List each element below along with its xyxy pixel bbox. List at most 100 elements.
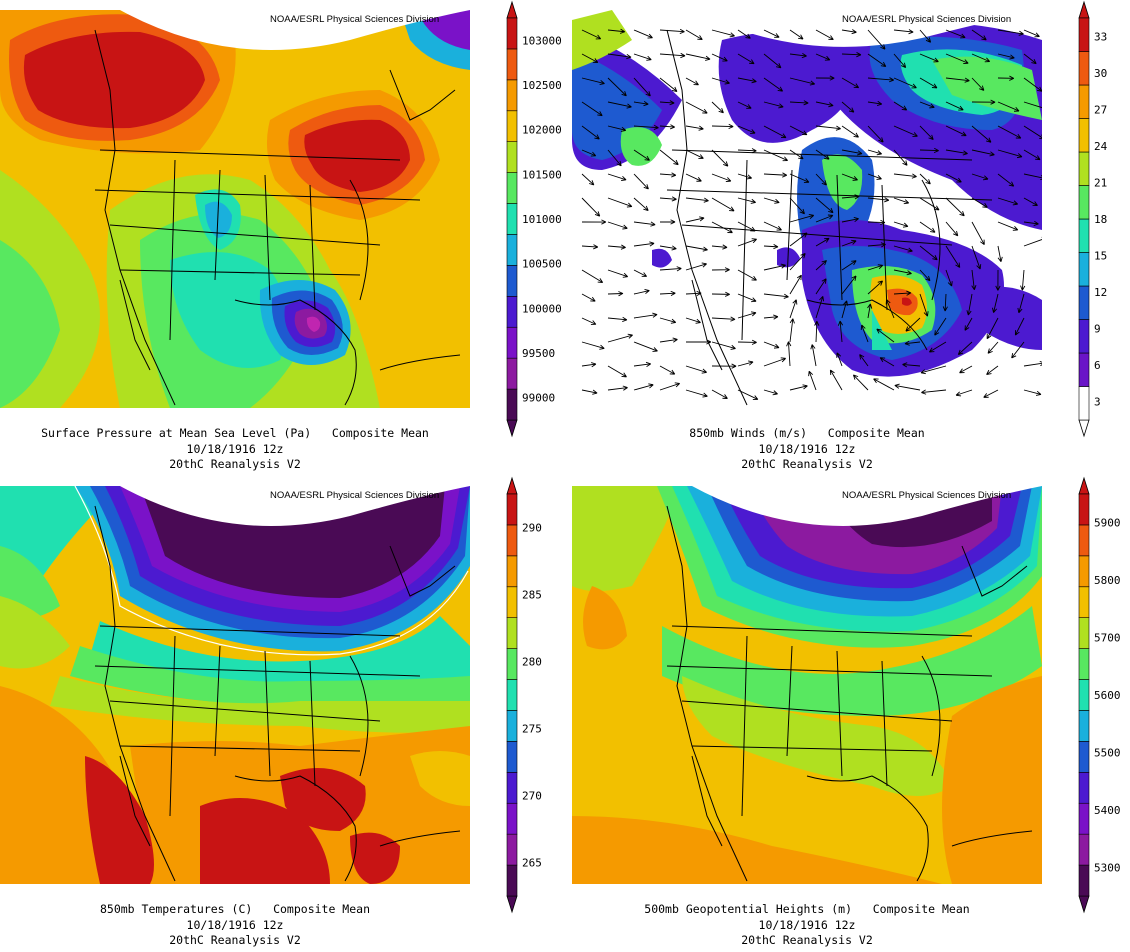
- wind-vector: [867, 125, 884, 143]
- wind-vector: [815, 29, 834, 41]
- wind-vector: [789, 29, 804, 40]
- wind-vector: [737, 197, 756, 204]
- wind-vector: [789, 299, 798, 319]
- wind-vector: [997, 75, 1015, 81]
- wind-vector: [763, 101, 784, 109]
- wind-vector: [919, 245, 938, 261]
- z500-map: [572, 486, 1042, 884]
- t850-colorbar-swatch: [506, 864, 518, 897]
- wind-vector: [737, 29, 751, 39]
- wind-vector: [685, 101, 708, 114]
- wind-vector: [737, 389, 759, 400]
- wind-vector: [1023, 125, 1042, 140]
- wind-vector: [659, 382, 681, 391]
- wind-vector: [607, 125, 627, 132]
- wind-vector: [633, 269, 648, 277]
- t850-colorbar-swatch: [506, 802, 518, 835]
- wind-vector: [763, 53, 782, 69]
- wind-vector: [959, 365, 973, 374]
- wind-vector: [945, 197, 965, 217]
- z500-colorbar-swatch: [1078, 741, 1090, 773]
- wind-vector: [1023, 389, 1042, 396]
- t850-colorbar-swatch: [506, 524, 518, 557]
- slp-colorbar-swatch: [506, 326, 518, 359]
- wind-vector: [902, 362, 921, 368]
- wind-vector: [763, 389, 778, 396]
- wind-vector: [737, 53, 755, 65]
- z500-colorbar-max-arrow: [1078, 476, 1090, 495]
- z500-colorbar-tick-label: 5900: [1094, 517, 1121, 530]
- wind-vector: [919, 125, 934, 141]
- wind-vector: [867, 242, 886, 248]
- wind-vector: [763, 293, 789, 299]
- wind-vector: [659, 245, 677, 251]
- t850-colorbar-tick-label: 270: [522, 790, 542, 803]
- wind-vector: [841, 300, 849, 319]
- slp-colorbar-swatch: [506, 203, 518, 235]
- wind-vector: [893, 197, 910, 205]
- wind-vector: [815, 173, 827, 186]
- wind-vector: [711, 341, 736, 350]
- wind-vector: [659, 290, 676, 296]
- wind-vector: [971, 125, 992, 143]
- wind-vector: [711, 291, 730, 297]
- wind-colorbar-swatch: [1078, 185, 1090, 220]
- t850-colorbar-swatch: [506, 493, 518, 526]
- t850-colorbar-swatch: [506, 772, 518, 804]
- z500-date: 10/18/1916 12z: [758, 917, 856, 932]
- wind-colorbar-tick-label: 6: [1094, 359, 1101, 372]
- wind-vector: [1023, 173, 1042, 181]
- wind-vector: [633, 221, 656, 227]
- slp-colorbar-tick-label: 100500: [522, 258, 562, 271]
- wind-vector: [737, 269, 757, 281]
- wind-vector: [808, 370, 817, 391]
- wind-vector: [814, 320, 820, 343]
- wind-title: 850mb Winds (m/s) Composite Mean: [689, 426, 925, 440]
- t850-colorbar-swatch: [506, 648, 518, 680]
- wind-vector: [815, 101, 834, 108]
- wind-vector: [789, 253, 806, 271]
- wind-vector: [1020, 269, 1026, 291]
- wind-vector: [685, 290, 702, 296]
- wind-vector: [685, 77, 699, 86]
- slp-colorbar-swatch: [506, 17, 518, 50]
- slp-colorbar-swatch: [506, 234, 518, 266]
- slp-colorbar-swatch: [506, 172, 518, 204]
- wind-vector: [836, 352, 843, 367]
- wind-vector: [607, 221, 628, 230]
- wind-vector: [997, 149, 1023, 159]
- wind-vector: [867, 77, 895, 83]
- wind-vector: [876, 328, 895, 343]
- wind-vector: [841, 173, 858, 181]
- wind-vector: [945, 173, 962, 183]
- wind-colorbar-swatch: [1078, 352, 1090, 387]
- wind-vector: [841, 52, 862, 58]
- wind-vector: [685, 389, 708, 398]
- wind-vector: [711, 53, 728, 62]
- z500-colorbar-swatch: [1078, 586, 1090, 618]
- wind-vector: [815, 53, 831, 61]
- wind-vector: [607, 77, 627, 97]
- wind-colorbar-max-arrow: [1078, 0, 1090, 19]
- wind-vector: [737, 125, 756, 134]
- slp-colorbar-swatch: [506, 110, 518, 142]
- wind-colorbar-swatch: [1078, 285, 1090, 320]
- wind-vector: [1023, 197, 1038, 207]
- wind-vector: [659, 149, 679, 166]
- z500-colorbar-tick-label: 5400: [1094, 804, 1121, 817]
- wind-vector: [997, 101, 1020, 112]
- slp-colorbar-tick-label: 101500: [522, 168, 562, 181]
- wind-colorbar-swatch: [1078, 151, 1090, 186]
- wind-vector: [685, 339, 712, 345]
- t850-colorbar-tick-label: 290: [522, 522, 542, 535]
- wind-vector: [581, 197, 601, 217]
- wind-vector: [763, 244, 779, 250]
- t850-date: 10/18/1916 12z: [186, 917, 284, 932]
- wind-vector: [581, 101, 603, 117]
- wind-vector: [919, 147, 939, 154]
- wind-vector: [786, 341, 792, 367]
- wind-vector: [711, 149, 729, 167]
- wind-vector: [607, 333, 633, 343]
- wind-vector: [1023, 149, 1041, 161]
- wind-vector: [867, 197, 890, 203]
